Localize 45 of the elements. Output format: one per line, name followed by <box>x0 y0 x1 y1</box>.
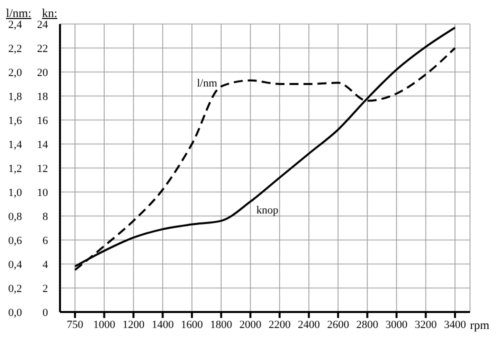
x-axis-title: rpm <box>470 318 490 333</box>
x-tick-label: 2200 <box>268 318 292 331</box>
x-tick-label: 1600 <box>180 318 204 331</box>
y-tick-label: 0,4 <box>8 259 22 271</box>
y2-tick-label: 12 <box>37 163 48 175</box>
x-tick-label: 1200 <box>122 318 145 331</box>
series-label: l/nm <box>196 77 218 90</box>
series-label: knop <box>256 204 279 217</box>
y2-tick-label: 16 <box>37 115 48 127</box>
y-tick-label: 0,2 <box>8 283 22 295</box>
x-tick-label: 2000 <box>239 318 262 331</box>
y-tick-label: 1,2 <box>8 163 22 175</box>
y2-axis-title: kn: <box>42 6 58 20</box>
x-tick-label: 3000 <box>386 318 408 331</box>
y2-tick-label: 20 <box>37 67 48 79</box>
y-tick-label: 1,4 <box>8 139 22 151</box>
y-axis-title: l/nm: <box>6 6 32 20</box>
y2-tick-label: 24 <box>37 19 48 31</box>
x-tick-label: 750 <box>66 318 84 331</box>
x-tick-label: 2400 <box>298 318 320 331</box>
y2-tick-label: 8 <box>42 211 48 223</box>
x-tick-label: 3200 <box>414 318 438 331</box>
y-tick-label: 0,0 <box>8 307 22 319</box>
y-tick-label: 2,0 <box>8 67 22 79</box>
y-tick-label: 1,6 <box>8 115 22 127</box>
y2-tick-label: 22 <box>37 43 48 55</box>
x-tick-label: 1800 <box>210 318 233 331</box>
y-tick-label: 2,2 <box>8 43 22 55</box>
y-tick-label: 1,8 <box>8 91 22 103</box>
y2-tick-label: 4 <box>42 259 48 271</box>
y2-tick-label: 6 <box>42 235 48 247</box>
y-tick-label: 0,8 <box>8 211 22 223</box>
y2-tick-label: 0 <box>42 307 48 319</box>
x-tick-label: 2800 <box>356 318 379 331</box>
y-tick-label: 0,6 <box>8 235 22 247</box>
y2-tick-label: 14 <box>37 139 48 151</box>
x-tick-label: 2600 <box>327 318 350 331</box>
x-tick-label: 3400 <box>444 318 466 331</box>
y-tick-label: 1,0 <box>8 187 22 199</box>
y2-tick-label: 10 <box>37 187 48 199</box>
y2-tick-label: 2 <box>42 283 48 295</box>
x-tick-label: 1000 <box>93 318 116 331</box>
y2-tick-label: 18 <box>37 91 48 103</box>
y-tick-label: 2,4 <box>8 19 22 31</box>
x-tick-label: 1400 <box>152 318 174 331</box>
